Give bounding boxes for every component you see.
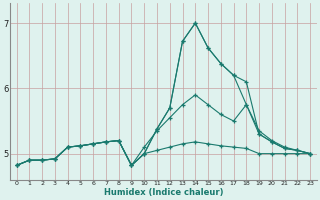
X-axis label: Humidex (Indice chaleur): Humidex (Indice chaleur): [104, 188, 223, 197]
